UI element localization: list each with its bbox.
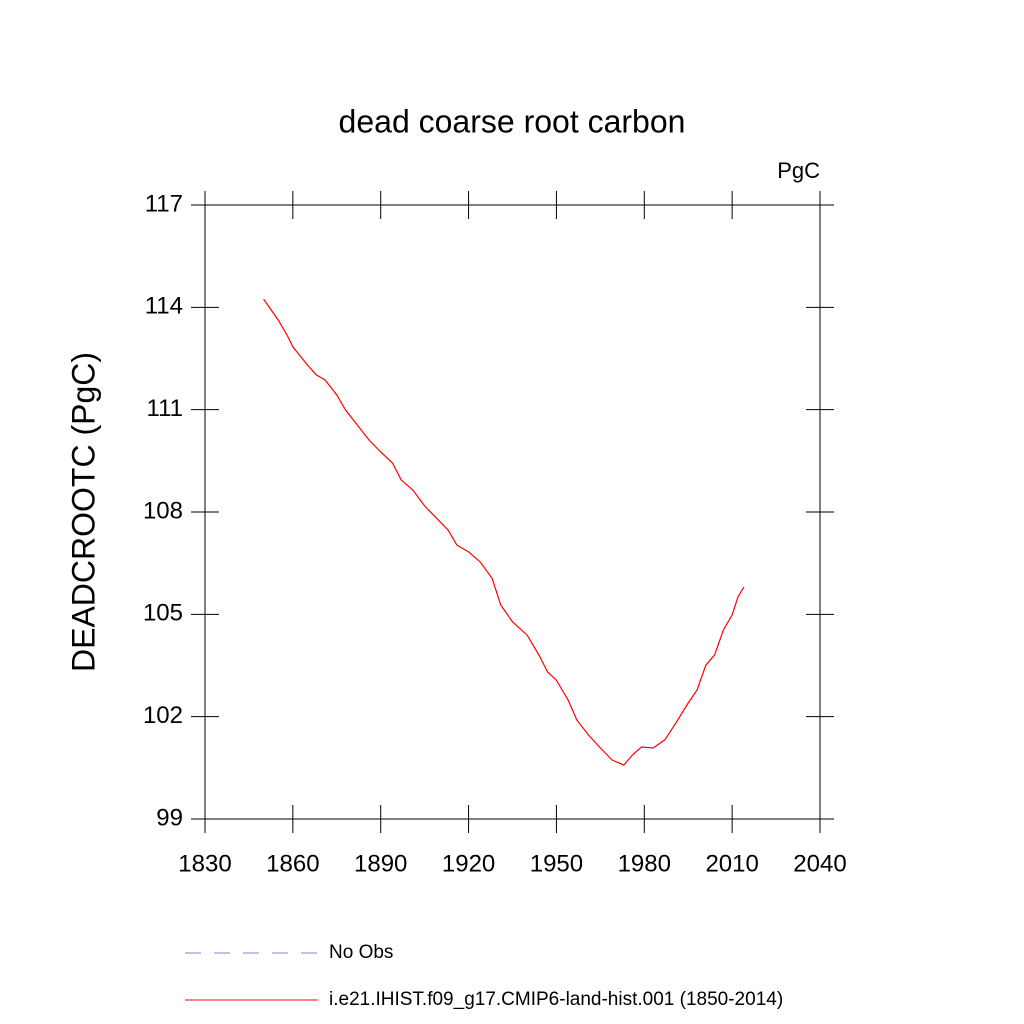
y-axis-label: DEADCROOTC (PgC) — [65, 352, 101, 672]
x-tick-label: 1980 — [618, 850, 671, 877]
legend-label: No Obs — [329, 942, 393, 963]
chart-title: dead coarse root carbon — [339, 103, 686, 139]
y-tick-label: 99 — [156, 804, 183, 831]
y-tick-label: 108 — [143, 497, 183, 524]
y-tick-label: 117 — [145, 190, 183, 217]
legend-label: i.e21.IHIST.f09_g17.CMIP6-land-hist.001 … — [329, 989, 783, 1010]
y-tick-label: 114 — [145, 293, 183, 320]
x-tick-label: 1890 — [354, 850, 407, 877]
data-line — [263, 298, 745, 766]
x-tick-label: 2010 — [705, 850, 758, 877]
x-tick-label: 1950 — [530, 850, 583, 877]
y-tick-label: 111 — [147, 395, 183, 422]
x-tick-label: 1830 — [178, 850, 231, 877]
y-tick-label: 105 — [143, 600, 183, 627]
plot-frame — [204, 204, 821, 820]
x-tick-label: 1920 — [442, 850, 495, 877]
y-tick-label: 102 — [143, 702, 183, 729]
x-tick-label: 1860 — [266, 850, 319, 877]
units-label: PgC — [777, 158, 820, 183]
x-tick-label: 2040 — [793, 850, 846, 877]
